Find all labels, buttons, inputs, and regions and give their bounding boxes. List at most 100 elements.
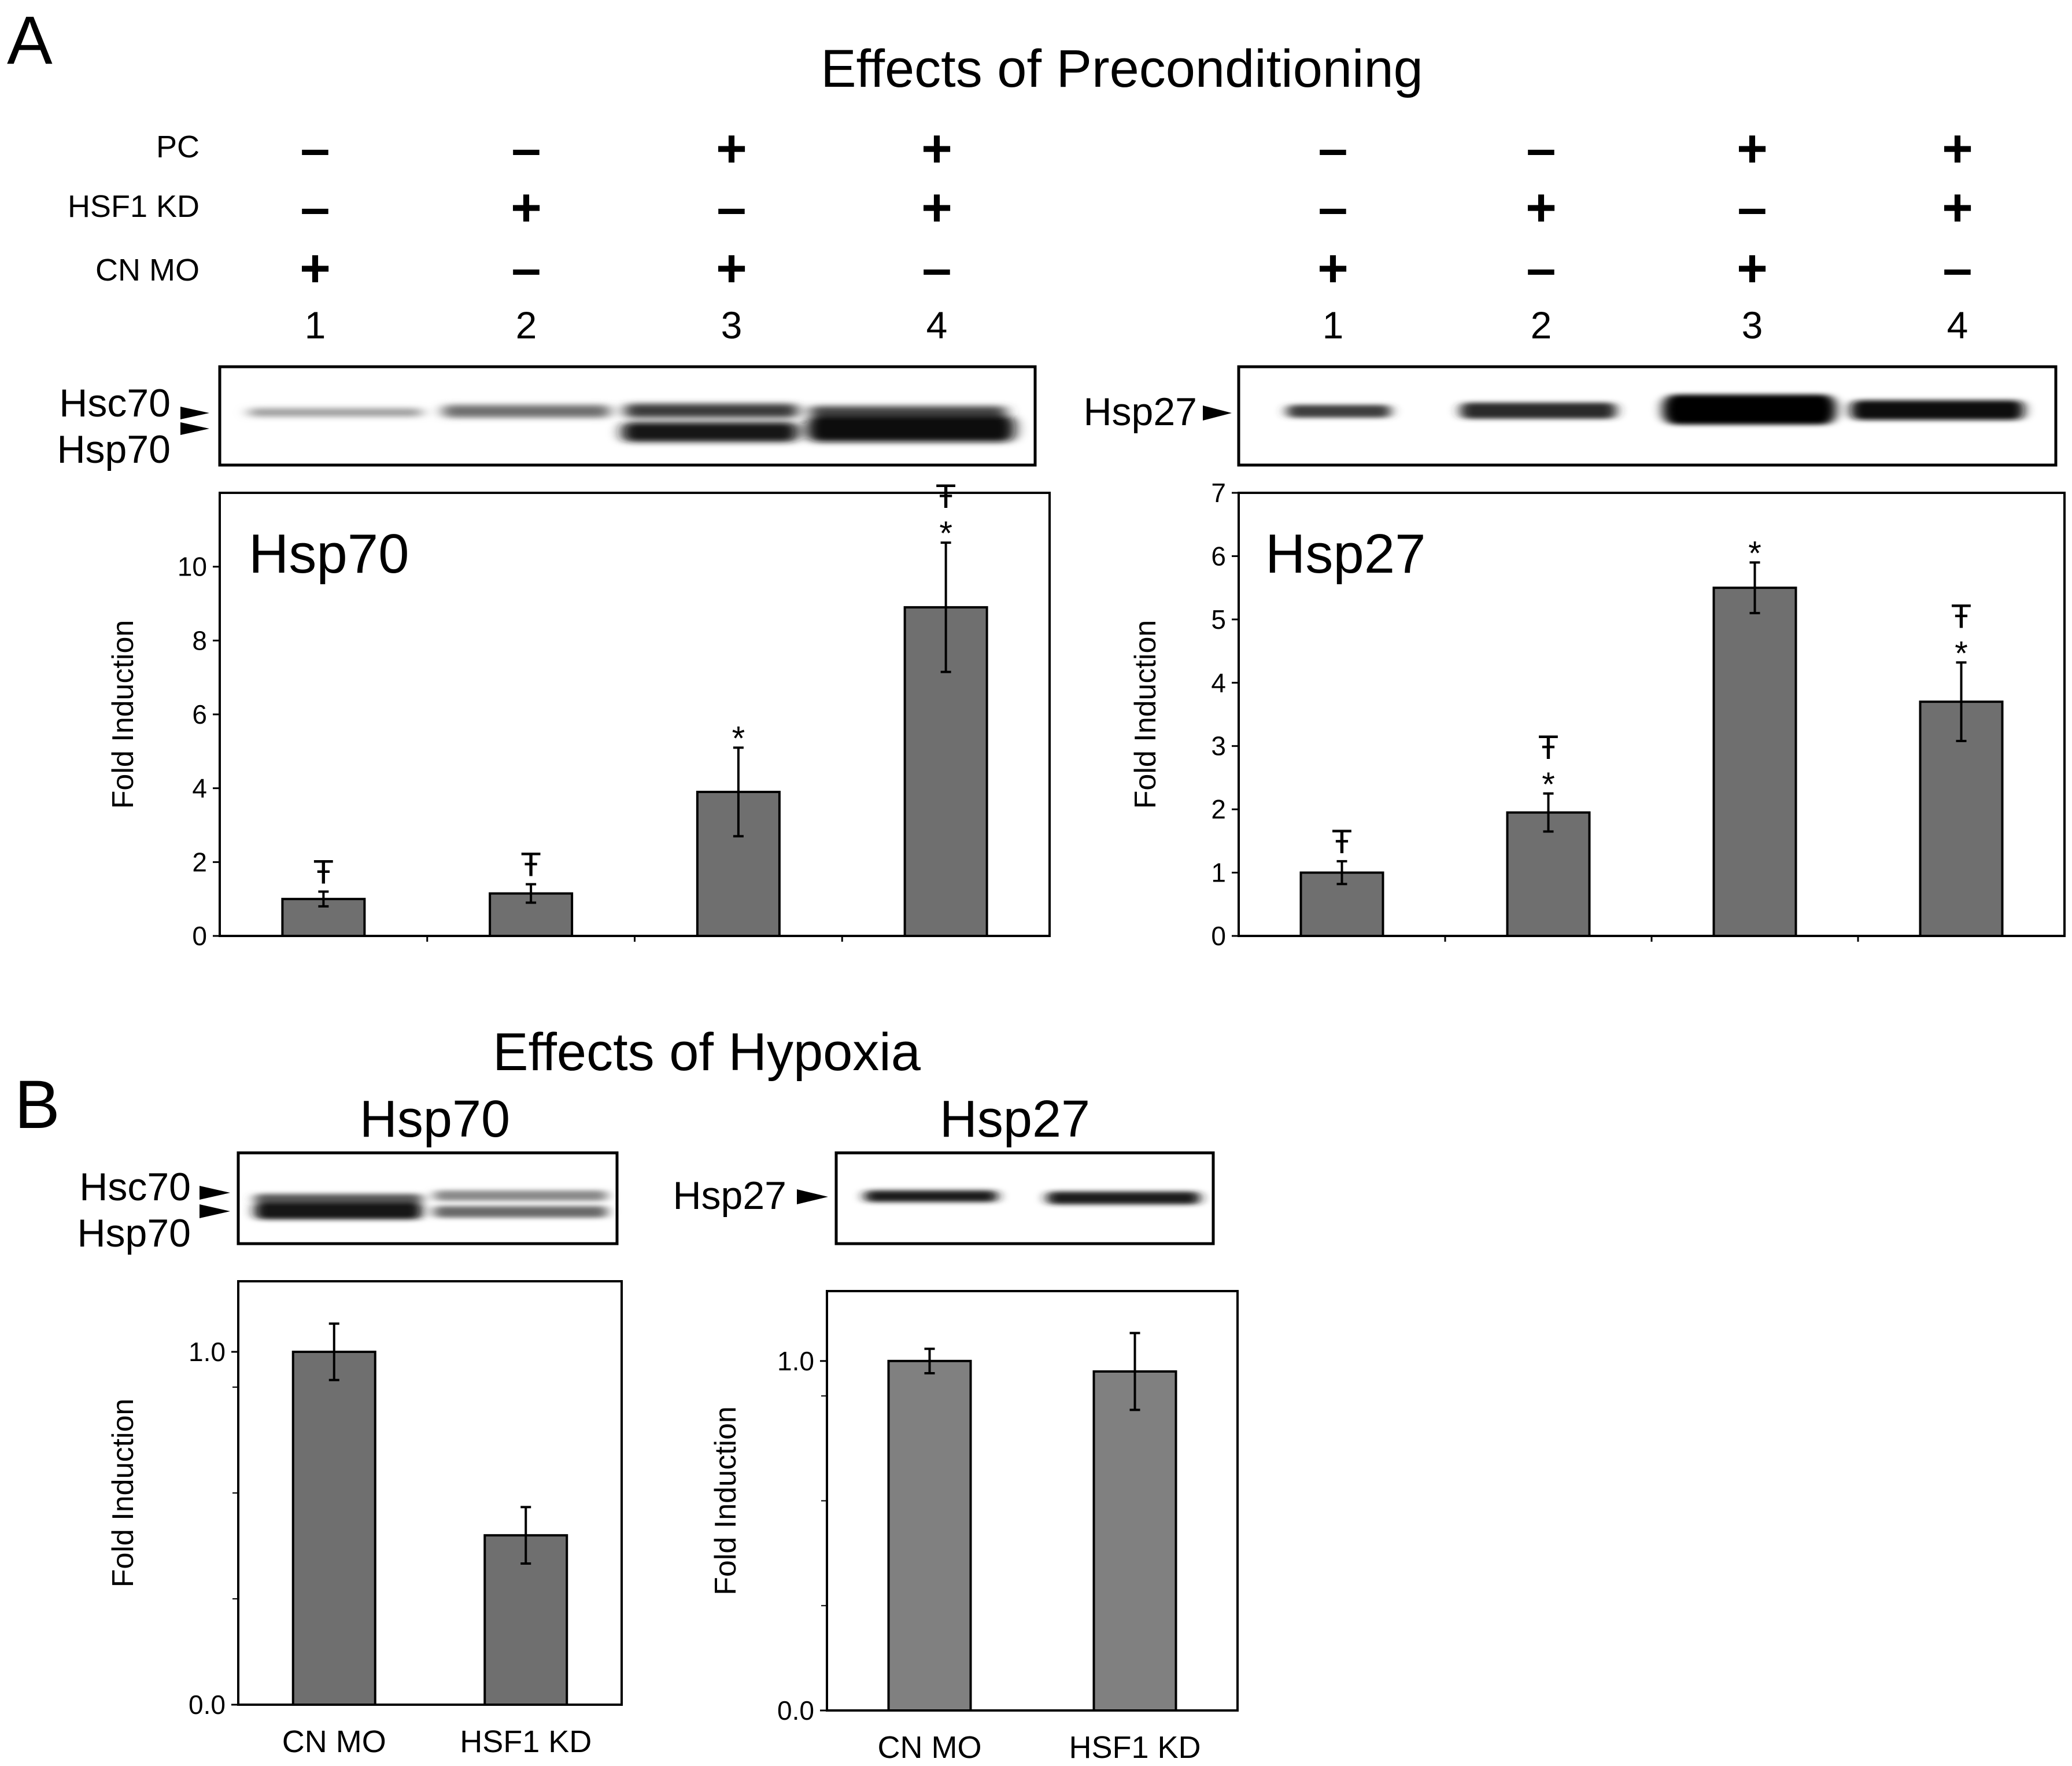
- blot-b-hsp70: Hsc70 Hsp70: [77, 1151, 619, 1255]
- sign: +: [1526, 178, 1557, 237]
- x-category-label: HSF1 KD: [1069, 1730, 1201, 1765]
- arrowhead-icon: [797, 1189, 828, 1204]
- chart-title: Hsp70: [249, 523, 409, 585]
- arrowhead-icon: [1203, 405, 1232, 421]
- x-category-label: CN MO: [282, 1724, 386, 1759]
- band-hsp27-lane1: [1287, 405, 1391, 418]
- band-hsc70-lane4: [810, 406, 1006, 416]
- sign: –: [511, 119, 541, 178]
- sign: –: [1737, 178, 1767, 237]
- row-label-hsf1-kd: HSF1 KD: [68, 189, 200, 224]
- y-axis-label: Fold Induction: [106, 620, 140, 809]
- sign: –: [1318, 119, 1347, 178]
- sign: –: [716, 178, 746, 237]
- row-label-cn-mo: CN MO: [95, 253, 200, 287]
- sign: +: [300, 239, 331, 298]
- significance-mark: Ŧ: [313, 853, 334, 891]
- y-tick-label: 7: [1211, 478, 1226, 508]
- sign: +: [921, 178, 952, 237]
- significance-mark: Ŧ: [1951, 598, 1971, 635]
- bar: [1092, 1370, 1177, 1712]
- blot-label-hsc70: Hsc70: [79, 1165, 191, 1209]
- lane-number: 3: [721, 304, 743, 346]
- significance-mark: Ŧ: [1332, 823, 1352, 861]
- significance-star: *: [939, 515, 952, 552]
- significance-mark: Ŧ: [936, 478, 956, 515]
- y-tick-label: 0: [192, 921, 207, 951]
- band-hsc70-cnmo: [254, 1194, 422, 1204]
- y-tick-label: 4: [1211, 668, 1226, 698]
- band-hsp27-hsf1kd: [1047, 1192, 1200, 1204]
- band-hsc70-lane2: [442, 405, 610, 418]
- y-tick-label: 5: [1211, 604, 1226, 635]
- arrowhead-icon: [200, 1186, 230, 1200]
- blot-label-hsp70: Hsp70: [57, 427, 171, 471]
- y-axis-label: Fold Induction: [1129, 620, 1162, 809]
- bar: [887, 1359, 972, 1712]
- y-tick-label: 3: [1211, 731, 1226, 761]
- lane-number: 4: [926, 304, 948, 346]
- sign: +: [716, 239, 747, 298]
- sign: +: [1737, 119, 1768, 178]
- blot-label-hsp70: Hsp70: [77, 1211, 191, 1255]
- chart-hsp27-hypoxia: 0.0 1.0 Fold Induction CN MO HSF1 KD: [709, 1290, 1239, 1765]
- sign: –: [300, 178, 330, 237]
- blot-b-title-hsp27: Hsp27: [940, 1090, 1090, 1148]
- blot-label-hsp27: Hsp27: [1083, 390, 1197, 434]
- sign: –: [1526, 239, 1556, 298]
- arrowhead-icon: [180, 422, 209, 435]
- sign: +: [1942, 178, 1973, 237]
- x-category-label: CN MO: [878, 1730, 982, 1765]
- y-tick-label: 6: [1211, 541, 1226, 571]
- band-hsp27-lane4: [1851, 400, 2024, 420]
- band-hsp27-cnmo: [865, 1190, 998, 1202]
- lane-number: 2: [516, 304, 537, 346]
- lane-number: 3: [1742, 304, 1763, 346]
- y-axis-label: Fold Induction: [709, 1406, 743, 1595]
- condition-grid-left: – – + + – + – + + – + – 1 2 3 4: [300, 119, 952, 346]
- lane-number: 2: [1531, 304, 1552, 346]
- y-tick-label: 2: [192, 847, 207, 877]
- y-axis-label: Fold Induction: [106, 1399, 140, 1588]
- significance-star: *: [732, 720, 745, 757]
- band-hsc70-lane3: [625, 404, 798, 418]
- sign: +: [1737, 239, 1768, 298]
- y-tick-label: 1.0: [777, 1346, 814, 1376]
- arrowhead-icon: [180, 407, 209, 419]
- sign: –: [300, 119, 330, 178]
- band-hsc70-lane1: [249, 408, 422, 416]
- band-hsp27-lane3: [1663, 395, 1836, 425]
- blot-label-hsp27: Hsp27: [673, 1174, 786, 1218]
- panel-a-letter: A: [7, 2, 53, 79]
- y-tick-label: 0.0: [189, 1690, 226, 1720]
- row-label-pc: PC: [156, 130, 200, 164]
- sign: –: [1526, 119, 1556, 178]
- blot-a-hsp27: Hsp27: [1083, 365, 2058, 467]
- bar: [291, 1351, 376, 1706]
- significance-mark: Ŧ: [1538, 729, 1558, 766]
- chart-hsp70-hypoxia: 0.0 1.0 Fold Induction CN MO HSF1 KD: [106, 1280, 623, 1759]
- bar: [1712, 587, 1797, 937]
- arrowhead-icon: [200, 1204, 230, 1218]
- sign: –: [511, 239, 541, 298]
- y-tick-label: 2: [1211, 794, 1226, 824]
- panel-b-title: Effects of Hypoxia: [493, 1023, 921, 1082]
- blot-a-hsp70: Hsc70 Hsp70: [57, 365, 1037, 471]
- band-hsp70-hsf1kd: [434, 1206, 607, 1218]
- x-category-label: HSF1 KD: [460, 1724, 592, 1759]
- significance-star: *: [1955, 635, 1968, 672]
- band-hsc70-hsf1kd: [434, 1190, 607, 1201]
- significance-mark: Ŧ: [520, 846, 541, 884]
- y-tick-label: 1: [1211, 858, 1226, 888]
- panel-a-title: Effects of Preconditioning: [821, 39, 1423, 98]
- sign: +: [511, 178, 542, 237]
- band-hsp70-lane4: [807, 415, 1015, 442]
- blot-b-title-hsp70: Hsp70: [360, 1090, 510, 1148]
- condition-grid-right: – – + + – + – + + – + – 1 2 3 4: [1317, 119, 1973, 346]
- panel-b-letter: B: [14, 1067, 60, 1143]
- band-hsp70-lane3: [622, 422, 798, 442]
- significance-star: *: [1748, 534, 1761, 572]
- significance-star: *: [1542, 766, 1555, 803]
